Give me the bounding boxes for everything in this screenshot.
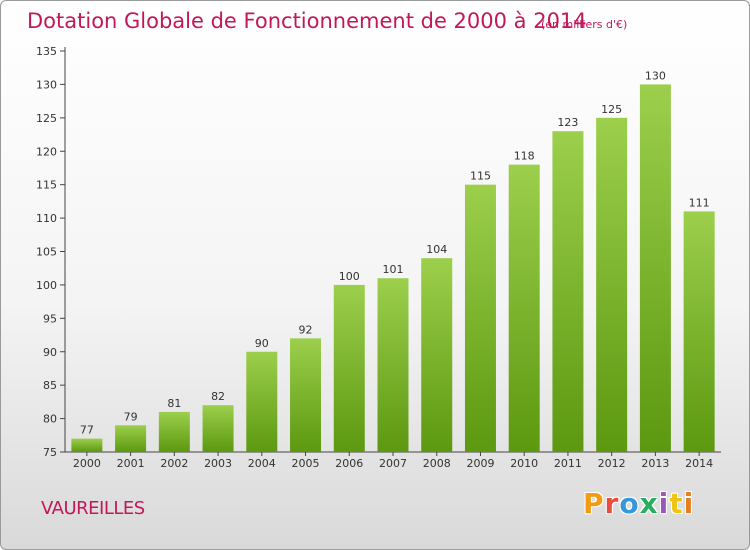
y-tick-label: 90 [43,346,57,359]
y-tick-label: 85 [43,379,57,392]
logo-letter: i [683,487,695,520]
y-tick-label: 120 [36,145,57,158]
x-tick-label-2014: 2014 [685,457,713,470]
y-tick-label: 115 [36,179,57,192]
value-label-2003: 82 [211,390,225,403]
value-label-2004: 90 [255,337,269,350]
x-tick-label-2000: 2000 [73,457,101,470]
chart-title: Dotation Globale de Fonctionnement de 20… [27,9,587,33]
x-tick-label-2003: 2003 [204,457,232,470]
logo-letter: t [669,487,684,520]
value-label-2011: 123 [557,116,578,129]
bar-2000 [71,438,103,452]
logo-letter: P [583,487,605,520]
x-tick-label-2012: 2012 [598,457,626,470]
y-tick-label: 100 [36,279,57,292]
x-tick-label-2006: 2006 [335,457,363,470]
y-tick-label: 110 [36,212,57,225]
value-label-2006: 100 [339,270,360,283]
value-label-2008: 104 [426,243,447,256]
logo-letter: i [658,487,670,520]
x-tick-label-2011: 2011 [554,457,582,470]
x-tick-label-2002: 2002 [160,457,188,470]
y-tick-label: 95 [43,312,57,325]
value-label-2010: 118 [514,150,535,163]
y-tick-label: 105 [36,246,57,259]
value-label-2005: 92 [299,323,313,336]
bar-2014 [683,211,715,452]
logo-letter: o [619,487,640,520]
value-label-2007: 101 [383,263,404,276]
bar-2001 [115,425,147,452]
value-label-2012: 125 [601,103,622,116]
y-tick-label: 135 [36,45,57,58]
value-label-2009: 115 [470,170,491,183]
commune-name: VAUREILLES [41,498,145,519]
x-tick-label-2009: 2009 [466,457,494,470]
value-label-2002: 81 [167,397,181,410]
bar-2010 [508,164,540,452]
bar-2008 [421,258,453,452]
proxiti-logo: Proxiti [583,487,694,520]
x-tick-label-2007: 2007 [379,457,407,470]
bar-2012 [596,117,628,452]
x-tick-label-2005: 2005 [292,457,320,470]
bar-2002 [158,411,190,452]
bar-2005 [290,338,322,452]
logo-letter: r [604,487,620,520]
y-tick-label: 80 [43,413,57,426]
value-label-2013: 130 [645,69,666,82]
y-tick-label: 75 [43,446,57,459]
bar-2004 [246,351,278,452]
y-tick-label: 130 [36,78,57,91]
x-tick-label-2004: 2004 [248,457,276,470]
bar-2007 [377,278,409,452]
bar-2013 [639,84,671,453]
logo-letter: x [639,487,659,520]
value-label-2014: 111 [689,196,710,209]
x-tick-label-2013: 2013 [641,457,669,470]
bar-2003 [202,405,234,452]
bar-2006 [333,284,365,452]
bar-2011 [552,131,584,452]
x-tick-label-2001: 2001 [117,457,145,470]
y-tick-label: 125 [36,112,57,125]
x-tick-label-2008: 2008 [423,457,451,470]
value-label-2000: 77 [80,424,94,437]
bar-2009 [464,184,496,452]
x-tick-label-2010: 2010 [510,457,538,470]
value-label-2001: 79 [124,410,138,423]
chart-unit: (en milliers d'€) [541,18,628,31]
